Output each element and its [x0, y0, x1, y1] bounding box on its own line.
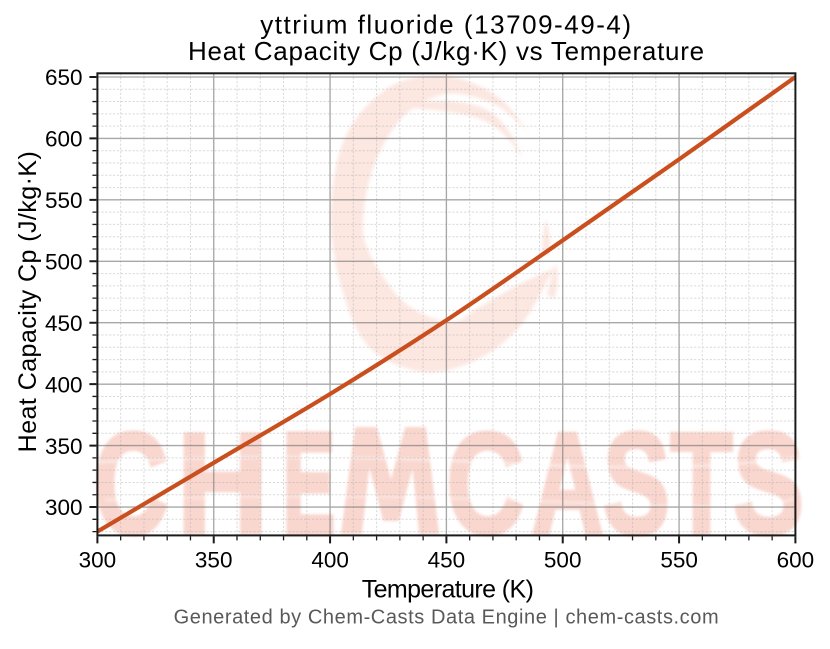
svg-text:600: 600 — [777, 548, 815, 573]
svg-text:500: 500 — [45, 250, 83, 275]
svg-text:300: 300 — [45, 495, 83, 520]
svg-text:450: 450 — [45, 311, 83, 336]
svg-text:Heat Capacity Cp (J/kg·K): Heat Capacity Cp (J/kg·K) — [14, 151, 42, 453]
svg-text:350: 350 — [45, 434, 83, 459]
svg-text:450: 450 — [428, 548, 466, 573]
svg-text:S: S — [733, 402, 804, 564]
svg-text:650: 650 — [45, 65, 83, 90]
svg-text:Heat Capacity Cp (J/kg·K) vs T: Heat Capacity Cp (J/kg·K) vs Temperature — [188, 36, 705, 66]
svg-text:550: 550 — [660, 548, 698, 573]
svg-text:yttrium fluoride (13709-49-4): yttrium fluoride (13709-49-4) — [260, 10, 632, 40]
svg-text:400: 400 — [45, 372, 83, 397]
svg-text:600: 600 — [45, 127, 83, 152]
svg-text:A: A — [532, 404, 604, 565]
svg-text:Temperature (K): Temperature (K) — [362, 576, 534, 604]
svg-text:H: H — [177, 403, 269, 564]
svg-text:Generated by Chem-Casts Data E: Generated by Chem-Casts Data Engine | ch… — [174, 607, 720, 629]
svg-text:350: 350 — [195, 548, 233, 573]
svg-text:400: 400 — [311, 548, 349, 573]
svg-text:C: C — [94, 403, 168, 564]
svg-text:500: 500 — [544, 548, 582, 573]
svg-text:C: C — [447, 403, 525, 564]
svg-text:300: 300 — [79, 548, 117, 573]
svg-text:550: 550 — [45, 188, 83, 213]
svg-text:S: S — [603, 404, 670, 564]
svg-text:E: E — [283, 403, 335, 564]
